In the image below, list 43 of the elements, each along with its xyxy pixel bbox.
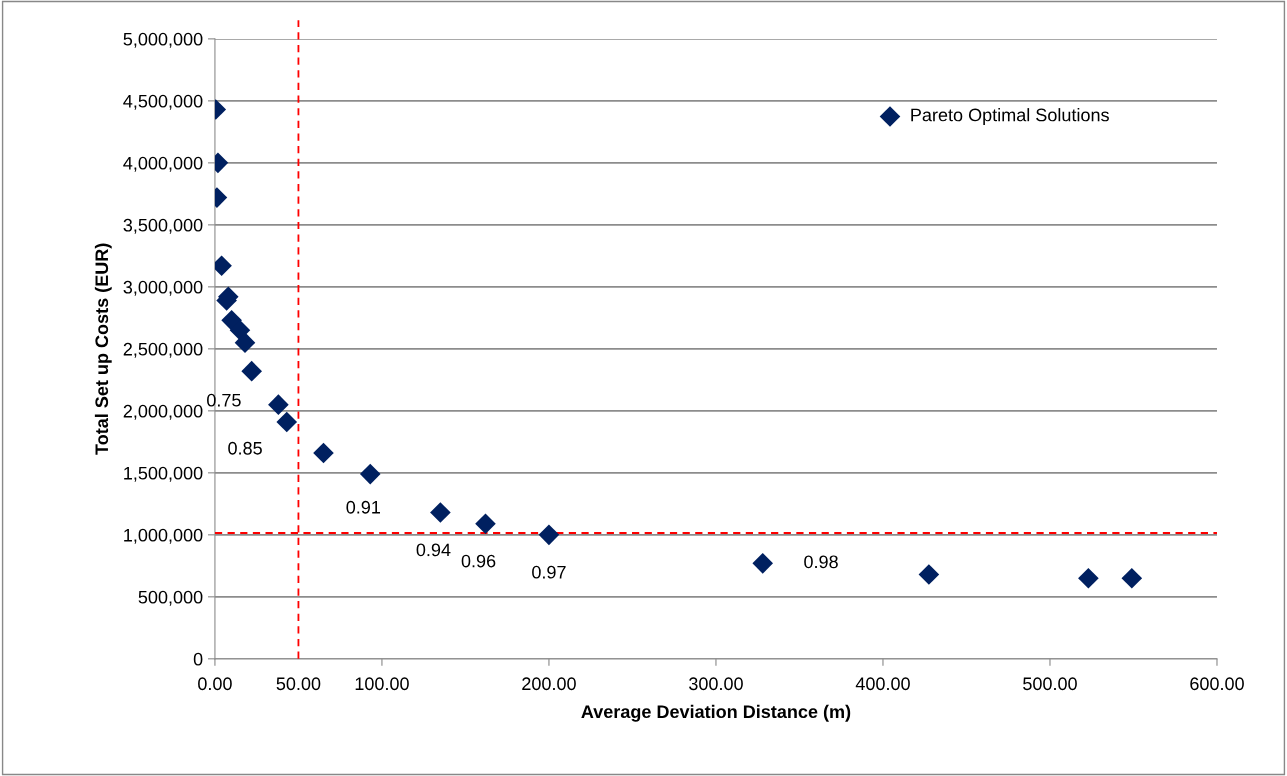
y-tick-label: 2,000,000 (123, 404, 203, 420)
y-tick-label: 5,000,000 (123, 32, 203, 48)
point (234, 332, 256, 353)
y-tick-label: 4,000,000 (123, 156, 203, 172)
y-tick-label: 2,500,000 (123, 342, 203, 358)
x-tick-label: 100.00 (355, 677, 409, 691)
point (1078, 567, 1099, 589)
point (359, 463, 381, 485)
point (229, 319, 251, 341)
point (313, 442, 334, 464)
y-tick-label: 0 (193, 652, 203, 666)
point (538, 524, 560, 546)
point (475, 513, 496, 534)
y-tick-label: 4,500,000 (123, 94, 203, 110)
annotation: 0.98 (804, 555, 838, 569)
x-tick-label: 300.00 (689, 677, 743, 691)
y-tick-label: 3,000,000 (123, 280, 203, 296)
x-tick-label: 600.00 (1190, 677, 1244, 691)
point (241, 360, 262, 382)
y-axis-title: Total Set up Costs (EUR) (94, 243, 112, 455)
annotation: 0.97 (532, 565, 566, 579)
x-tick-label: 500.00 (1023, 677, 1077, 691)
x-tick-label: 400.00 (855, 677, 910, 691)
annotation: 0.96 (461, 554, 496, 568)
y-tick-label: 1,500,000 (124, 466, 203, 482)
annotation: 0.75 (207, 393, 241, 407)
y-tick-label: 500,000 (138, 590, 203, 606)
point (268, 394, 289, 415)
annotation: 0.91 (346, 500, 380, 514)
x-tick-label: 0.00 (198, 677, 232, 691)
point (918, 564, 940, 585)
y-tick-label: 1,000,000 (124, 528, 203, 544)
annotation: 0.85 (228, 441, 262, 455)
x-axis-title: Average Deviation Distance (m) (581, 704, 851, 722)
point (430, 502, 451, 523)
point (752, 553, 774, 574)
point (276, 411, 298, 433)
legend-label: Pareto Optimal Solutions (911, 108, 1109, 125)
ref-line-label: 50.00 (276, 677, 321, 691)
point (1121, 567, 1143, 589)
x-tick-label: 200.00 (522, 677, 576, 691)
y-tick-label: 3,500,000 (123, 218, 203, 234)
annotation: 0.94 (416, 543, 451, 557)
